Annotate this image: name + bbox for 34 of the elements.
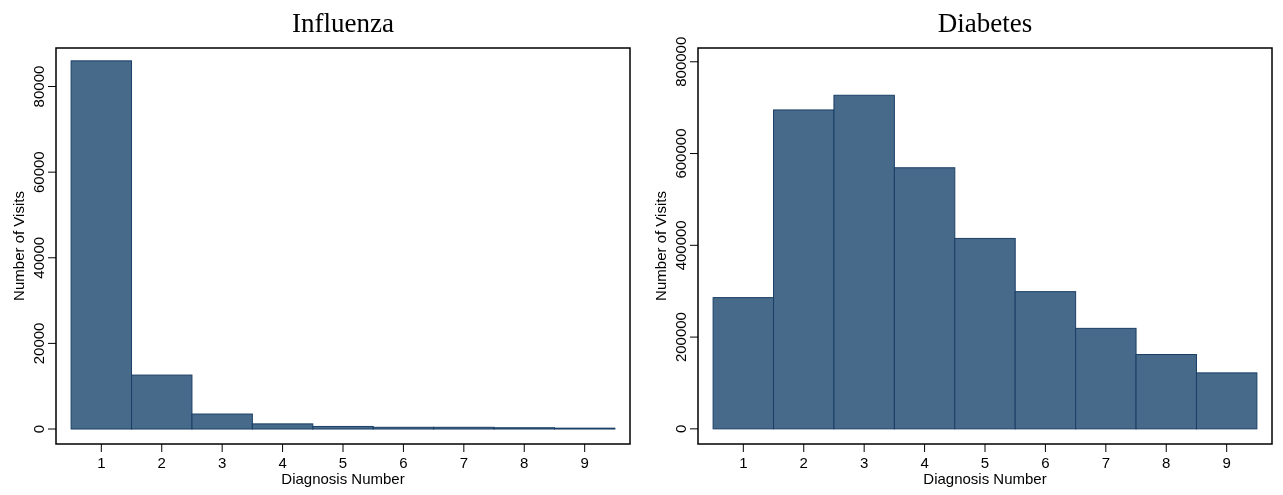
x-tick-label: 5 [338,454,348,471]
y-tick-label: 0 [30,424,47,434]
x-tick-label: 3 [859,454,869,471]
x-tick-label: 8 [1162,454,1171,471]
y-tick-label: 200000 [672,312,689,363]
y-tick-label: 40000 [30,236,47,279]
y-tick-label: 0 [672,424,689,434]
x-tick-label: 1 [739,454,748,471]
y-tick-label: 80000 [30,65,47,108]
x-tick-label: 7 [459,454,469,471]
x-tick-label: 1 [97,454,106,471]
x-tick-label: 9 [580,454,589,471]
x-axis-title: Diagnosis Number [281,470,405,487]
chart-title: Influenza [292,8,394,38]
x-tick-label: 4 [920,454,929,471]
y-axis-title: Number of Visits [652,191,669,301]
y-axis-title: Number of Visits [10,191,27,301]
x-tick-label: 3 [217,454,227,471]
x-tick-label: 7 [1101,454,1111,471]
y-tick-label: 60000 [30,151,47,194]
x-axis-title: Diagnosis Number [923,470,1047,487]
x-tick-label: 4 [278,454,287,471]
y-tick-label: 20000 [30,322,47,365]
y-tick-label: 600000 [672,128,689,179]
x-tick-label: 2 [799,454,808,471]
x-tick-label: 9 [1222,454,1231,471]
y-tick-label: 400000 [672,220,689,271]
x-tick-label: 2 [157,454,166,471]
x-tick-label: 5 [980,454,990,471]
x-tick-label: 8 [520,454,529,471]
x-tick-label: 6 [1041,454,1050,471]
x-tick-label: 6 [399,454,408,471]
y-tick-label: 800000 [672,36,689,87]
chart-title: Diabetes [937,8,1033,38]
